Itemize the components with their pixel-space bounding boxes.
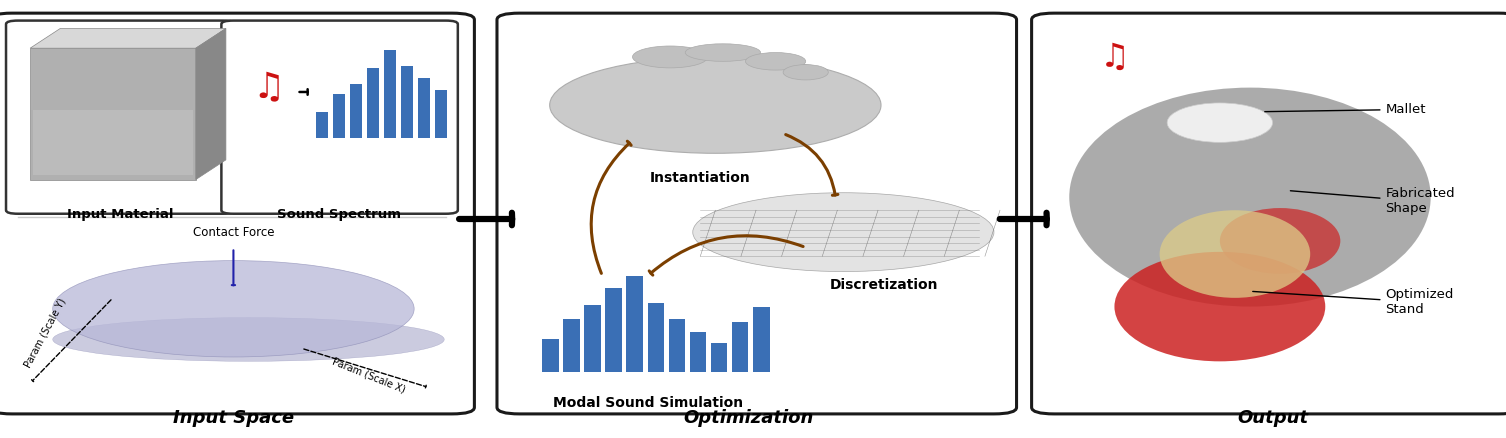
Text: Discretization: Discretization (830, 278, 938, 292)
Text: Modal Sound Simulation: Modal Sound Simulation (553, 396, 742, 410)
Ellipse shape (1114, 252, 1325, 361)
Text: Instantiation: Instantiation (651, 171, 750, 185)
Text: Optimization: Optimization (684, 409, 813, 427)
FancyBboxPatch shape (1032, 13, 1506, 414)
Bar (584, 305, 601, 372)
Bar (316, 112, 328, 138)
Bar (605, 287, 622, 372)
Ellipse shape (53, 261, 414, 357)
Bar (753, 307, 770, 372)
Ellipse shape (1167, 103, 1273, 142)
Text: ♫: ♫ (252, 71, 285, 105)
Text: Fabricated
Shape: Fabricated Shape (1291, 187, 1455, 215)
Text: Mallet: Mallet (1265, 103, 1426, 116)
Bar (711, 343, 727, 372)
Bar (690, 332, 706, 372)
Polygon shape (30, 48, 196, 180)
Ellipse shape (633, 46, 708, 68)
FancyBboxPatch shape (221, 21, 458, 214)
Bar (435, 90, 447, 138)
Text: Contact Force: Contact Force (193, 226, 274, 239)
Ellipse shape (693, 193, 994, 272)
Bar (333, 94, 345, 138)
Bar (419, 78, 431, 138)
Bar (626, 276, 643, 372)
Polygon shape (196, 28, 226, 180)
Bar (669, 319, 685, 372)
Ellipse shape (685, 44, 761, 61)
Bar (563, 319, 580, 372)
Text: Input Space: Input Space (173, 409, 294, 427)
Polygon shape (30, 28, 226, 48)
Ellipse shape (783, 65, 828, 80)
Text: Input Material: Input Material (68, 208, 173, 221)
Text: Sound Spectrum: Sound Spectrum (277, 208, 401, 221)
Bar (401, 66, 413, 138)
Bar (542, 339, 559, 372)
Ellipse shape (1220, 208, 1340, 274)
Ellipse shape (1069, 88, 1431, 307)
Text: Param (Scale X): Param (Scale X) (331, 356, 407, 395)
FancyBboxPatch shape (497, 13, 1017, 414)
FancyBboxPatch shape (6, 21, 235, 214)
Text: Param (Scale Y): Param (Scale Y) (23, 297, 68, 369)
Text: Optimized
Stand: Optimized Stand (1253, 288, 1453, 316)
Ellipse shape (53, 318, 444, 361)
Bar (732, 322, 748, 372)
Ellipse shape (550, 57, 881, 153)
Text: Output: Output (1236, 409, 1309, 427)
Bar (384, 50, 396, 138)
Bar (648, 303, 664, 372)
Ellipse shape (745, 53, 806, 70)
Ellipse shape (1160, 210, 1310, 298)
Bar (351, 84, 363, 138)
FancyBboxPatch shape (0, 13, 474, 414)
Text: ♫: ♫ (1099, 40, 1130, 74)
Bar (367, 68, 380, 138)
Polygon shape (33, 110, 193, 175)
